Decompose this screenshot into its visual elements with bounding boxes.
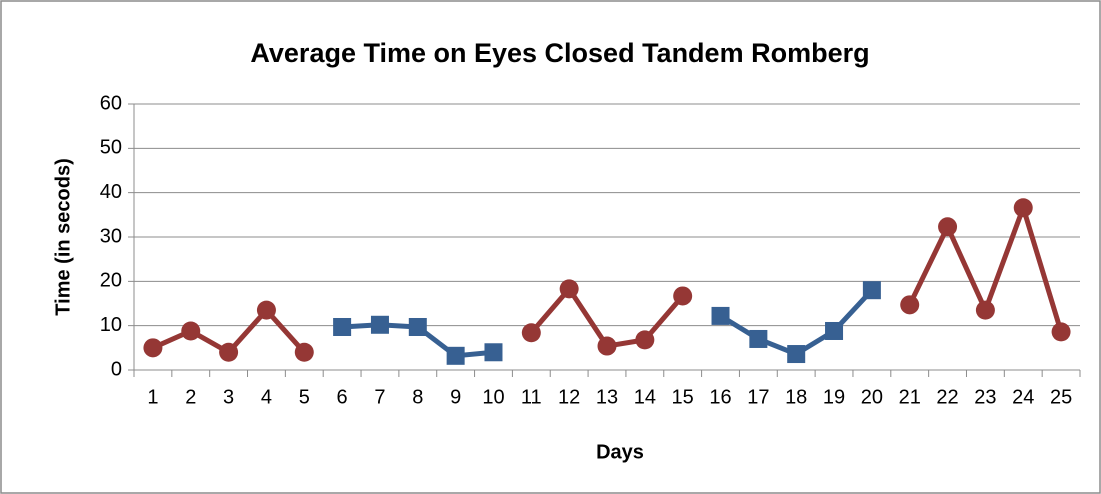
y-tick-label: 20 [100,270,122,292]
marker [673,286,693,306]
y-axis-label: Time (in secods) [52,158,74,315]
marker [825,321,844,340]
x-tick-label: 23 [974,386,996,408]
x-tick-label: 8 [412,386,423,408]
x-tick-label: 4 [261,386,272,408]
x-tick-label: 20 [861,386,883,408]
x-tick-label: 9 [450,386,461,408]
x-tick-label: 13 [596,386,618,408]
marker [635,330,655,350]
marker [862,281,881,300]
x-tick-label: 17 [747,386,769,408]
marker [143,338,163,358]
y-tick-label: 30 [100,225,122,247]
x-tick-label: 14 [634,386,656,408]
x-tick-label: 19 [823,386,845,408]
marker [219,342,239,362]
x-tick-label: 10 [482,386,504,408]
marker [181,321,201,341]
marker [711,306,730,325]
marker [787,345,806,364]
x-tick-label: 22 [936,386,958,408]
x-tick-label: 2 [185,386,196,408]
y-tick-label: 10 [100,314,122,336]
marker [559,279,579,299]
x-axis-label: Days [596,441,644,463]
marker [408,317,427,336]
marker [484,343,503,362]
marker [1051,322,1071,342]
marker [975,300,995,320]
marker [521,323,541,343]
marker [333,317,352,336]
marker [256,300,276,320]
x-tick-label: 16 [709,386,731,408]
x-tick-label: 12 [558,386,580,408]
x-tick-label: 11 [521,386,542,408]
marker [294,342,314,362]
x-tick-label: 7 [374,386,385,408]
x-tick-label: 1 [147,386,158,408]
x-tick-label: 25 [1050,386,1072,408]
x-tick-label: 6 [337,386,348,408]
marker [938,217,958,237]
x-tick-label: 15 [672,386,694,408]
y-tick-label: 40 [100,181,122,203]
marker [749,329,768,348]
marker [597,336,617,356]
x-tick-label: 21 [899,386,921,408]
marker [1013,198,1033,218]
x-tick-label: 3 [223,386,234,408]
marker [900,295,920,315]
x-tick-label: 18 [785,386,807,408]
x-tick-label: 5 [299,386,310,408]
y-tick-label: 0 [111,358,122,380]
chart-title: Average Time on Eyes Closed Tandem Rombe… [250,38,869,68]
marker [370,315,389,334]
marker [446,346,465,365]
y-tick-label: 60 [100,92,122,114]
y-tick-label: 50 [100,137,122,159]
x-tick-label: 24 [1012,386,1034,408]
